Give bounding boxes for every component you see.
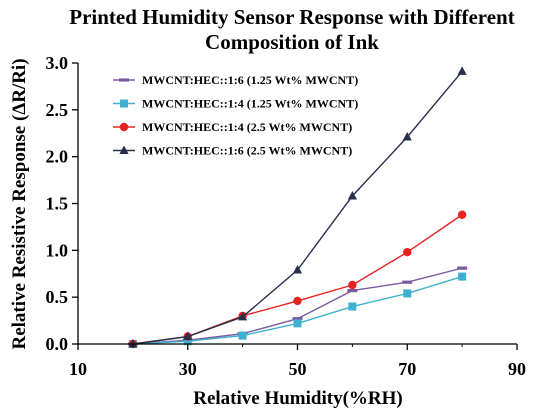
data-point	[457, 266, 468, 270]
chart-title-line-2: Composition of Ink	[205, 30, 379, 54]
data-point	[347, 289, 358, 293]
data-point	[402, 280, 413, 284]
x-tick-label: 10	[69, 359, 87, 379]
y-axis-title: Relative Resistive Response (ΔR/Ri)	[9, 58, 30, 349]
data-point	[238, 331, 247, 340]
legend-swatch-marker	[119, 122, 129, 132]
legend-swatch-marker	[119, 145, 129, 154]
data-point	[457, 210, 467, 219]
y-tick-label: 3.0	[46, 53, 69, 73]
y-tick-label: 0.5	[46, 287, 69, 307]
x-tick-label: 70	[398, 359, 416, 379]
y-tick-label: 1.0	[46, 240, 69, 260]
data-point	[293, 296, 302, 306]
data-point	[348, 302, 357, 311]
data-point	[458, 272, 467, 281]
data-point	[402, 131, 412, 141]
data-point	[183, 331, 193, 341]
data-point	[292, 265, 303, 274]
series-line	[132, 275, 463, 345]
y-axis-ticks: 0.0 0.5 1.0 1.5 2.0 2.5 3.0	[46, 53, 78, 354]
legend-label: MWCNT:HEC::1:4 (2.5 Wt% MWCNT)	[142, 120, 352, 134]
y-tick-label: 2.5	[46, 100, 69, 120]
x-axis-title: Relative Humidity(%RH)	[193, 388, 403, 409]
series-0	[127, 266, 468, 346]
legend-label: MWCNT:HEC::1:6 (2.5 Wt% MWCNT)	[142, 144, 352, 158]
x-tick-label: 30	[179, 359, 197, 379]
chart-title-line-1: Printed Humidity Sensor Response with Di…	[69, 5, 514, 29]
y-tick-label: 2.0	[46, 147, 69, 167]
series-line	[132, 267, 463, 345]
data-point	[403, 289, 412, 298]
data-point	[347, 191, 357, 200]
x-tick-label: 50	[289, 359, 307, 379]
y-tick-label: 0.0	[46, 334, 69, 354]
data-point	[238, 311, 248, 321]
legend-swatch-marker	[119, 78, 129, 82]
data-point	[457, 66, 467, 75]
legend-swatch-marker	[120, 99, 128, 108]
series-3	[128, 66, 467, 348]
legend-label: MWCNT:HEC::1:6 (1.25 Wt% MWCNT)	[142, 73, 358, 87]
legend-label: MWCNT:HEC::1:4 (1.25 Wt% MWCNT)	[142, 97, 358, 111]
y-tick-label: 1.5	[46, 194, 69, 214]
data-point	[292, 317, 303, 321]
data-point	[128, 339, 138, 348]
series-1	[128, 272, 467, 348]
x-tick-label: 90	[508, 359, 526, 379]
data-point	[183, 337, 192, 346]
data-point	[348, 280, 357, 290]
x-axis-ticks: 10 30 50 70 90	[69, 344, 526, 379]
legend: MWCNT:HEC::1:6 (1.25 Wt% MWCNT)MWCNT:HEC…	[113, 73, 358, 158]
data-point	[403, 248, 412, 257]
data-point	[293, 319, 302, 328]
